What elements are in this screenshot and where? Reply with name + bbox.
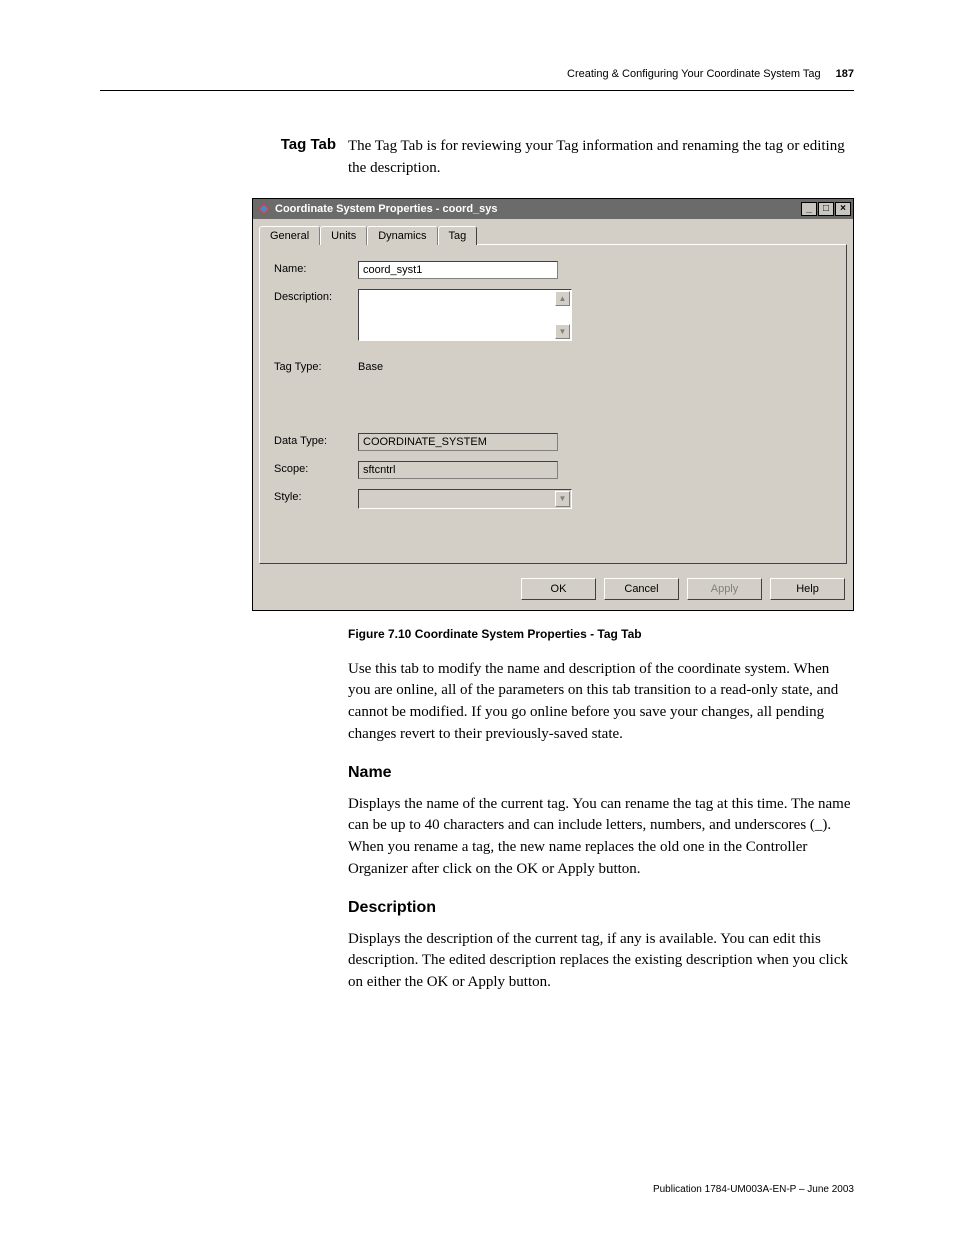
- tab-general[interactable]: General: [259, 226, 320, 245]
- tab-units[interactable]: Units: [320, 226, 367, 245]
- data-type-label: Data Type:: [274, 433, 358, 447]
- close-button[interactable]: ×: [835, 202, 851, 216]
- tab-dynamics[interactable]: Dynamics: [367, 226, 437, 245]
- paragraph-intro: Use this tab to modify the name and desc…: [348, 659, 854, 746]
- page-number: 187: [836, 68, 854, 80]
- ok-button[interactable]: OK: [521, 578, 596, 600]
- figure-caption: Figure 7.10 Coordinate System Properties…: [348, 627, 854, 641]
- tabs: General Units Dynamics Tag: [253, 219, 853, 244]
- heading-description: Description: [348, 899, 854, 917]
- heading-name: Name: [348, 764, 854, 782]
- header-rule: [100, 90, 854, 91]
- dialog-window: Coordinate System Properties - coord_sys…: [252, 198, 854, 611]
- scope-input: [358, 461, 558, 479]
- style-select[interactable]: ▼: [358, 489, 572, 509]
- scroll-up-icon[interactable]: ▲: [555, 291, 570, 306]
- minimize-button[interactable]: _: [801, 202, 817, 216]
- description-label: Description:: [274, 289, 358, 303]
- description-textarea[interactable]: ▲ ▼: [358, 289, 572, 341]
- apply-button: Apply: [687, 578, 762, 600]
- style-label: Style:: [274, 489, 358, 503]
- maximize-button[interactable]: □: [818, 202, 834, 216]
- chevron-down-icon[interactable]: ▼: [555, 491, 570, 507]
- dialog-buttons: OK Cancel Apply Help: [253, 570, 853, 610]
- cancel-button[interactable]: Cancel: [604, 578, 679, 600]
- tag-type-value: Base: [358, 359, 383, 373]
- chapter-title: Creating & Configuring Your Coordinate S…: [567, 68, 821, 80]
- data-type-input: [358, 433, 558, 451]
- page-header: Creating & Configuring Your Coordinate S…: [567, 68, 854, 80]
- name-label: Name:: [274, 261, 358, 275]
- paragraph-name: Displays the name of the current tag. Yo…: [348, 794, 854, 881]
- section-intro: The Tag Tab is for reviewing your Tag in…: [348, 136, 854, 180]
- tab-tag[interactable]: Tag: [438, 226, 478, 245]
- titlebar[interactable]: Coordinate System Properties - coord_sys…: [253, 199, 853, 219]
- help-button[interactable]: Help: [770, 578, 845, 600]
- scroll-down-icon[interactable]: ▼: [555, 324, 570, 339]
- paragraph-description: Displays the description of the current …: [348, 929, 854, 994]
- app-icon: [257, 202, 271, 216]
- name-input[interactable]: [358, 261, 558, 279]
- page-footer: Publication 1784-UM003A-EN-P – June 2003: [653, 1184, 854, 1195]
- window-title: Coordinate System Properties - coord_sys: [275, 203, 801, 215]
- section-label: Tag Tab: [100, 136, 348, 153]
- scope-label: Scope:: [274, 461, 358, 475]
- tab-panel: Name: Description: ▲ ▼ Tag Type: Base Da…: [259, 244, 847, 564]
- tag-type-label: Tag Type:: [274, 359, 358, 373]
